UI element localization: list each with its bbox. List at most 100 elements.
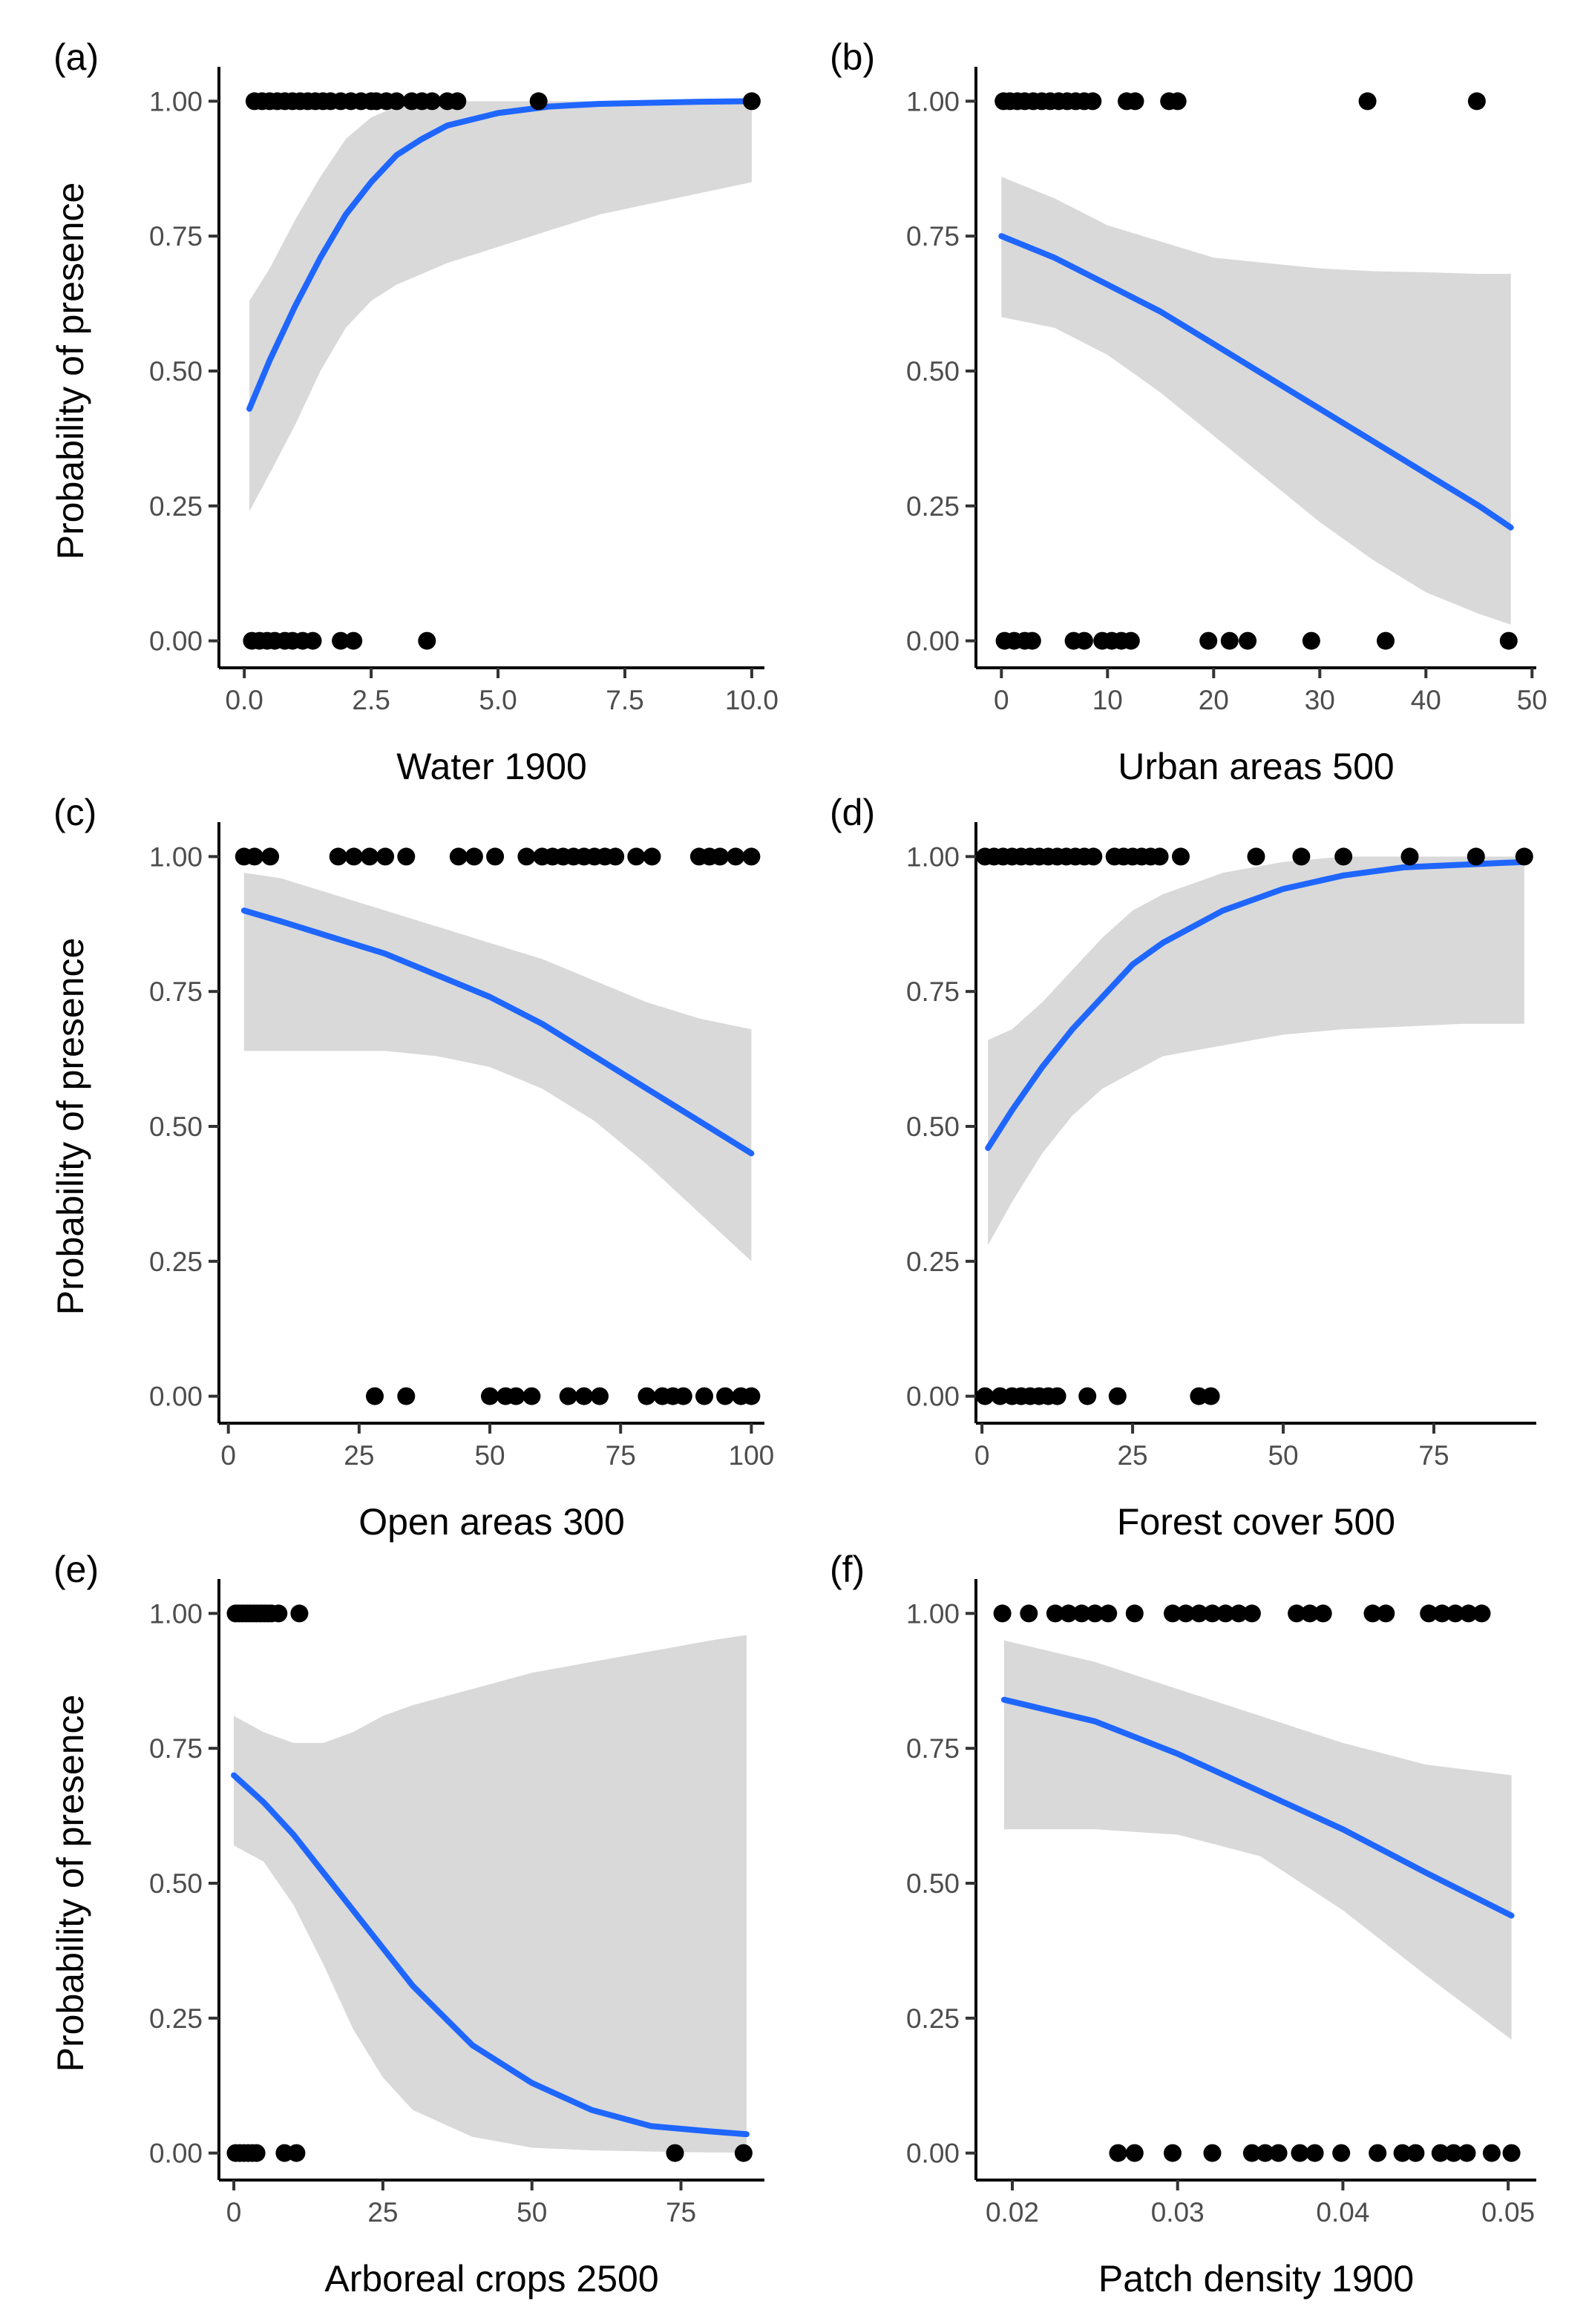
fitted-curve — [246, 98, 755, 412]
y-tick-label: 0.00 — [149, 2138, 203, 2169]
data-point-absent — [522, 1387, 541, 1405]
y-tick-label: 1.00 — [906, 1598, 960, 1629]
data-point-present — [1168, 92, 1187, 111]
y-axis-label: Probability of presence — [50, 1695, 91, 2072]
data-point-present — [1420, 1604, 1438, 1623]
data-point-absent — [1302, 631, 1320, 650]
y-tick-label: 0.25 — [149, 2003, 203, 2034]
data-point-absent — [1125, 2144, 1144, 2162]
y-axis-label: Probability of presence — [50, 183, 91, 560]
confidence-band — [988, 856, 1524, 1245]
data-point-absent — [344, 631, 363, 650]
confidence-band — [1003, 1640, 1512, 2040]
data-point-absent — [481, 1387, 499, 1405]
data-point-absent — [1203, 2144, 1222, 2162]
data-point-present — [1288, 1604, 1306, 1623]
y-tick-label: 0.50 — [906, 1868, 960, 1899]
data-point-absent — [1305, 2144, 1324, 2162]
data-point-present — [1046, 1604, 1064, 1623]
data-point-present — [1150, 847, 1169, 866]
data-point-present — [517, 847, 536, 866]
data-point-present — [361, 847, 379, 866]
data-point-absent — [1291, 2144, 1309, 2162]
data-point-present — [627, 847, 646, 866]
data-point-absent — [716, 1387, 735, 1405]
data-point-present — [742, 92, 761, 111]
data-point-absent — [1406, 2144, 1425, 2162]
data-point-present — [269, 1604, 288, 1623]
data-point-present — [465, 847, 483, 866]
data-point-present — [1300, 1604, 1319, 1623]
fitted-curve — [1000, 1696, 1515, 1919]
data-point-present — [1072, 1604, 1091, 1623]
y-tick-label: 0.75 — [906, 1733, 960, 1764]
data-point-absent — [695, 1387, 713, 1405]
panel-c: 0.00 0.25 0.50 0.75 1.00 0 25 50 75 100 Open areas… — [50, 792, 774, 1543]
data-point-absent — [418, 631, 436, 650]
x-tick-label: 50 — [1268, 1440, 1298, 1471]
data-point-present — [1084, 92, 1102, 111]
y-tick-label: 0.75 — [149, 221, 203, 252]
x-tick-label: 50 — [517, 2197, 547, 2228]
data-point-present — [1515, 847, 1533, 866]
data-point-absent — [1023, 631, 1041, 650]
data-point-present — [529, 92, 548, 111]
x-tick-label: 25 — [1117, 1440, 1147, 1471]
data-point-present — [344, 847, 363, 866]
y-axis-label: Probability of presence — [50, 938, 91, 1316]
data-point-present — [727, 847, 745, 866]
data-point-present — [1433, 1604, 1452, 1623]
x-tick-label: 50 — [474, 1440, 505, 1471]
panel-b: 0.00 0.25 0.50 0.75 1.00 0 10 20 30 40 50 Urban are… — [830, 36, 1547, 787]
data-point-present — [1459, 1604, 1478, 1623]
x-axis-label: Open areas 300 — [358, 1501, 625, 1543]
x-tick-label: 0.04 — [1316, 2197, 1369, 2228]
x-tick-label: 5.0 — [479, 685, 517, 715]
data-point-absent — [1269, 2144, 1288, 2162]
data-point-absent — [247, 2144, 266, 2162]
confidence-band — [1001, 177, 1511, 625]
data-point-present — [329, 847, 347, 866]
data-point-absent — [1048, 1387, 1066, 1405]
data-point-present — [290, 1604, 309, 1623]
data-point-present — [448, 92, 467, 111]
x-tick-label: 75 — [606, 1440, 636, 1471]
x-tick-label: 100 — [729, 1440, 775, 1471]
data-point-absent — [591, 1387, 609, 1405]
data-point-absent — [666, 2144, 684, 2162]
panel-label: (b) — [830, 36, 875, 78]
y-tick-label: 0.25 — [906, 1247, 960, 1277]
data-point-present — [711, 847, 730, 866]
data-point-absent — [1377, 631, 1395, 650]
data-point-absent — [1242, 2144, 1261, 2162]
panel-a: 0.00 0.25 0.50 0.75 1.00 0.0 2.5 5.0 7.5 10.0 Wate… — [50, 36, 779, 787]
data-point-absent — [1220, 631, 1239, 650]
data-point-absent — [1332, 2144, 1351, 2162]
x-tick-label: 20 — [1199, 685, 1229, 715]
data-point-present — [245, 847, 263, 866]
y-tick-label: 0.00 — [906, 2138, 960, 2169]
data-point-absent — [1444, 2144, 1463, 2162]
data-point-present — [1084, 847, 1103, 866]
data-point-absent — [976, 1387, 994, 1405]
data-point-present — [261, 847, 280, 866]
panel-label: (a) — [53, 36, 99, 78]
data-point-present — [1314, 1604, 1332, 1623]
data-point-present — [1400, 847, 1419, 866]
data-point-absent — [1431, 2144, 1449, 2162]
panel-d: 0.00 0.25 0.50 0.75 1.00 0 25 50 75 Forest cover … — [830, 792, 1536, 1543]
x-tick-label: 30 — [1305, 685, 1335, 715]
panel-f: 0.00 0.25 0.50 0.75 1.00 0.02 0.03 0.04 0.05 Patc… — [830, 1549, 1536, 2300]
data-point-absent — [1078, 1387, 1097, 1405]
data-point-absent — [1482, 2144, 1501, 2162]
confidence-band — [234, 1635, 747, 2153]
y-tick-label: 0.00 — [149, 1382, 203, 1412]
data-point-absent — [742, 1387, 761, 1405]
fitted-curve — [240, 907, 755, 1157]
data-point-present — [606, 847, 625, 866]
data-point-present — [1059, 1604, 1078, 1623]
x-axis-label: Forest cover 500 — [1117, 1501, 1395, 1543]
data-point-absent — [1121, 631, 1140, 650]
data-point-present — [1230, 1604, 1248, 1623]
